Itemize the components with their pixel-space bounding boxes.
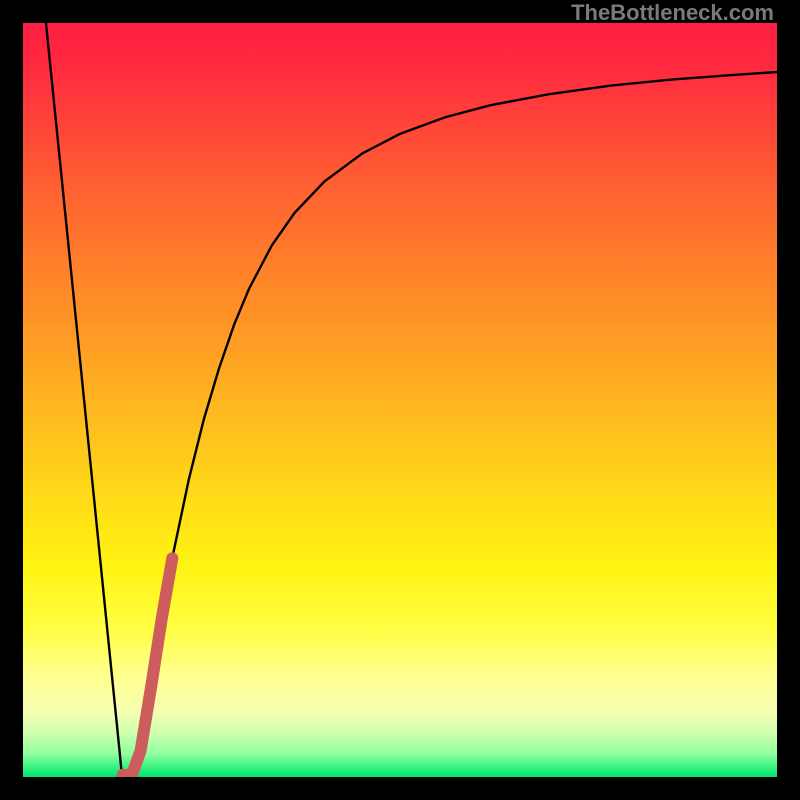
watermark-text: TheBottleneck.com	[571, 0, 774, 26]
gradient-background	[23, 23, 777, 777]
chart-container: TheBottleneck.com	[0, 0, 800, 800]
